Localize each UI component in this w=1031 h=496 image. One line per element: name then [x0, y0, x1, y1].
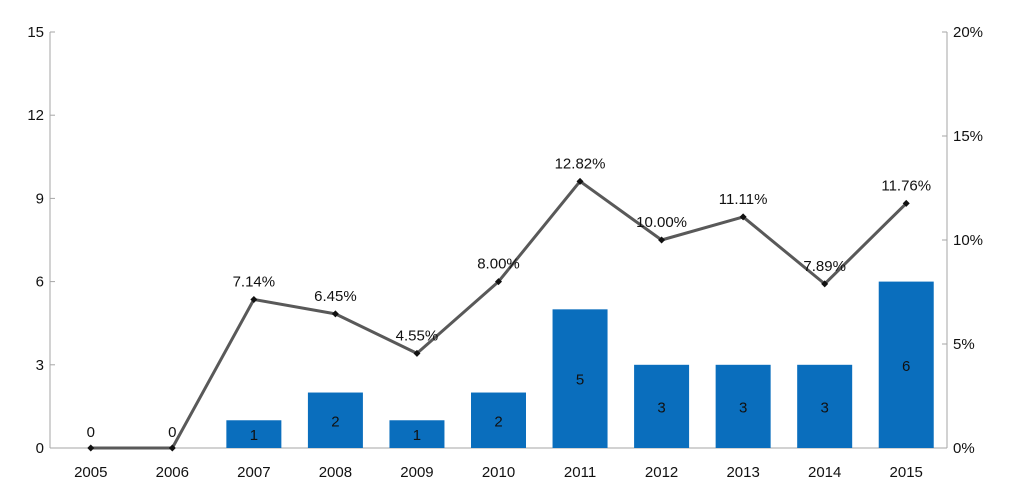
x-tick-label: 2005 — [74, 464, 107, 481]
x-tick-label: 2013 — [726, 464, 759, 481]
bar — [634, 364, 690, 448]
left-y-tick-label: 6 — [36, 274, 44, 291]
left-y-tick-label: 3 — [36, 357, 44, 374]
bar — [307, 392, 363, 448]
line-point — [821, 280, 829, 288]
bar — [878, 281, 934, 448]
line-point — [739, 213, 747, 221]
right-y-tick-label: 20% — [953, 24, 983, 41]
bar-value-label: 3 — [657, 399, 665, 416]
x-tick-label: 2015 — [890, 464, 923, 481]
left-y-tick-label: 15 — [27, 24, 44, 41]
x-tick-label: 2010 — [482, 464, 515, 481]
line-point — [413, 349, 421, 357]
right-y-tick-label: 10% — [953, 232, 983, 249]
line-value-label: 8.00% — [477, 256, 520, 273]
x-tick-label: 2008 — [319, 464, 352, 481]
line-point — [576, 177, 584, 185]
line-point — [658, 236, 666, 244]
x-tick-label: 2014 — [808, 464, 841, 481]
line-value-label: 10.00% — [636, 214, 687, 231]
line-value-label: 6.45% — [314, 288, 357, 305]
bar — [552, 309, 608, 448]
left-y-tick-label: 0 — [36, 440, 44, 457]
bar — [389, 420, 445, 448]
line-point — [168, 444, 176, 452]
right-y-tick-label: 0% — [953, 440, 975, 457]
line-value-label: 7.89% — [803, 258, 846, 275]
line-point — [331, 310, 339, 318]
x-tick-label: 2009 — [400, 464, 433, 481]
line-point — [495, 278, 502, 286]
bar-value-label: 1 — [250, 427, 258, 444]
left-y-tick-label: 9 — [36, 190, 44, 207]
bar-value-label: 0 — [168, 424, 176, 441]
bar-value-label: 0 — [87, 424, 95, 441]
bar — [797, 364, 853, 448]
bar-value-label: 5 — [576, 372, 584, 389]
line-layer — [87, 177, 910, 452]
x-tick-label: 2011 — [564, 464, 596, 481]
bar-value-label: 2 — [331, 413, 339, 430]
labels-layer: 0 0 1 2 1 2 5 3 3 3 6 7.14% 6.45% 4.55% 8.00% 12.82% 10.… — [87, 155, 932, 444]
line-value-label: 7.14% — [233, 273, 276, 290]
right-y-tick-label: 5% — [953, 336, 975, 353]
bar — [226, 420, 282, 448]
left-y-tick-label: 12 — [27, 107, 44, 124]
line-value-label: 11.11% — [719, 191, 768, 208]
x-tick-label: 2007 — [237, 464, 270, 481]
bar — [471, 392, 526, 448]
bar — [715, 364, 771, 448]
x-tick-label: 2012 — [645, 464, 678, 481]
line-point — [250, 295, 258, 303]
bar-value-label: 3 — [739, 399, 747, 416]
bar-value-label: 6 — [902, 358, 910, 375]
line-value-label: 4.55% — [396, 327, 439, 344]
line-point — [87, 444, 95, 452]
line-value-label: 11.76% — [881, 177, 931, 194]
right-y-tick-label: 15% — [953, 128, 983, 145]
line-value-label: 12.82% — [555, 155, 606, 172]
bar-value-label: 3 — [821, 399, 829, 416]
x-tick-label: 2006 — [156, 464, 189, 481]
line-point — [902, 199, 910, 207]
bar-value-label: 1 — [413, 427, 421, 444]
bars-layer — [226, 281, 934, 448]
bar-value-label: 2 — [494, 413, 502, 430]
